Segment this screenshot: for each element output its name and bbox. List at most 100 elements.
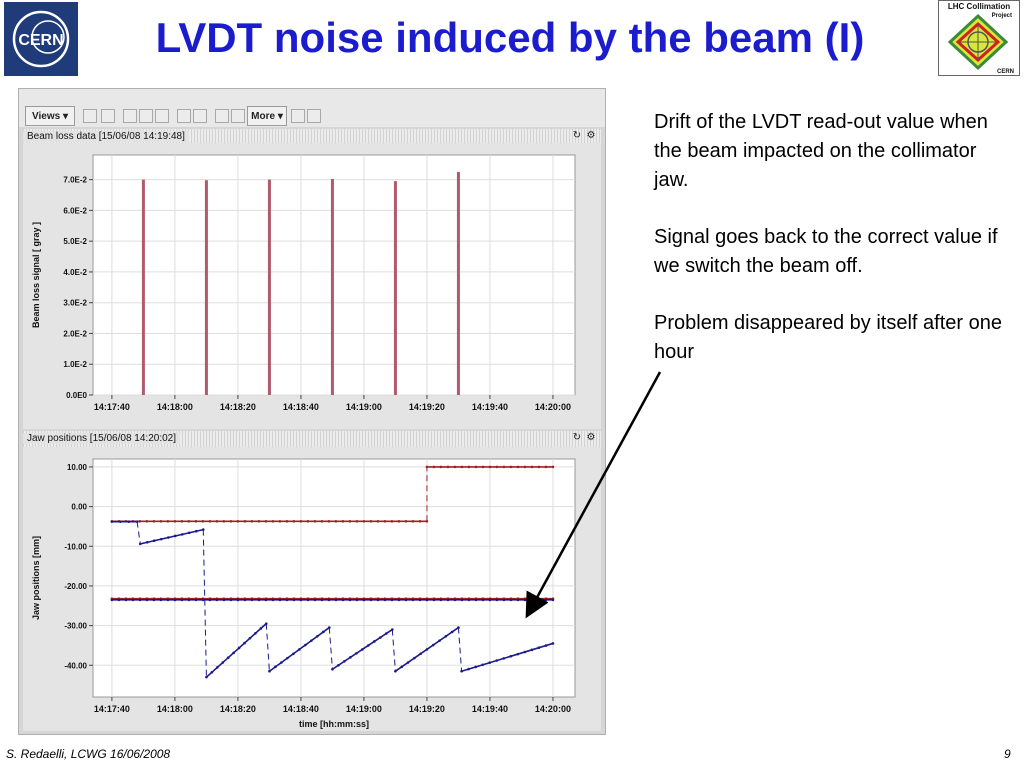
data-point (243, 598, 247, 602)
data-point (180, 533, 184, 536)
data-point (215, 598, 219, 602)
data-point (509, 465, 513, 469)
y-tick-label: 10.00 (67, 463, 88, 472)
data-point (194, 529, 198, 533)
data-point (551, 598, 555, 602)
data-point (530, 648, 534, 652)
data-point (334, 598, 338, 602)
data-point (425, 465, 429, 469)
data-point (419, 652, 422, 656)
data-point (180, 519, 184, 523)
x-tick-label: 14:19:40 (472, 704, 508, 714)
data-point (237, 646, 241, 650)
data-point (373, 640, 376, 643)
data-point (467, 667, 470, 671)
x-tick-label: 14:17:40 (94, 704, 130, 714)
refresh-icon[interactable]: ↻ (572, 130, 582, 141)
data-point (236, 519, 240, 523)
more-button[interactable]: More ▾ (247, 106, 287, 126)
data-point (337, 663, 340, 667)
data-point (460, 669, 463, 673)
data-point (460, 465, 464, 469)
cern-logo: CERN (4, 2, 78, 76)
data-point (127, 520, 131, 523)
data-point (446, 598, 450, 602)
beam-loss-chart: 0.0E0 1.0E-2 2.0E-2 3.0E-2 4.0E-2 5.0E-2 6.0E-… (23, 143, 601, 429)
copy-icon[interactable] (177, 109, 191, 123)
data-point (523, 465, 527, 469)
data-point (404, 598, 408, 602)
table-icon[interactable] (193, 109, 207, 123)
layout-split-icon[interactable] (101, 109, 115, 123)
data-point (376, 519, 380, 523)
loss-bar (393, 181, 397, 395)
data-point (138, 542, 142, 546)
cern-logo-text: CERN (18, 32, 63, 49)
data-point (544, 598, 548, 602)
data-point (481, 465, 485, 469)
data-point (467, 465, 471, 469)
data-point (229, 519, 233, 523)
settings-icon[interactable]: ⚙ (586, 130, 596, 141)
data-point (278, 598, 282, 602)
data-point (467, 598, 471, 602)
data-point (145, 541, 149, 544)
layout-icon[interactable] (83, 109, 97, 123)
settings-icon[interactable]: ⚙ (586, 432, 596, 443)
columns-icon[interactable] (123, 109, 137, 123)
data-point (425, 519, 429, 523)
views-button[interactable]: Views ▾ (25, 106, 75, 126)
data-point (250, 519, 254, 523)
data-point (310, 639, 313, 642)
data-point (131, 598, 135, 602)
x-tick-label: 14:19:00 (346, 704, 382, 714)
data-point (367, 644, 370, 647)
data-point (439, 465, 443, 469)
grid-icon[interactable] (155, 109, 169, 123)
data-point (205, 675, 208, 679)
data-point (117, 598, 121, 602)
data-point (138, 519, 142, 523)
data-point (299, 519, 303, 523)
print-icon[interactable] (307, 109, 321, 123)
data-point (201, 598, 205, 602)
series-line (265, 623, 270, 672)
page-number: 9 (1004, 747, 1011, 761)
data-point (509, 654, 513, 658)
data-point (457, 626, 460, 629)
data-point (537, 465, 541, 469)
x-tick-label: 14:19:40 (472, 402, 508, 412)
data-point (221, 661, 225, 664)
data-point (229, 598, 233, 602)
data-point (331, 667, 334, 671)
lhc-collimation-logo: LHC Collimation Project CERN (938, 0, 1020, 76)
export-icon[interactable] (215, 109, 229, 123)
data-point (348, 519, 352, 523)
data-point (495, 465, 499, 469)
y-tick-label: 4.0E-2 (63, 268, 87, 277)
jaw-positions-panel-title: Jaw positions [15/06/08 14:20:02] (23, 433, 180, 444)
data-point (173, 534, 177, 538)
data-point (413, 656, 416, 660)
data-point (384, 632, 388, 635)
data-point (446, 465, 450, 469)
plot-area (92, 458, 576, 698)
x-tick-label: 14:18:20 (220, 704, 256, 714)
data-point (537, 646, 541, 650)
data-point (259, 627, 263, 630)
y-tick-label: 6.0E-2 (63, 206, 87, 215)
rows-icon[interactable] (139, 109, 153, 123)
series-line (140, 528, 204, 545)
data-point (236, 598, 240, 602)
refresh-icon[interactable]: ↻ (572, 432, 582, 443)
data-point (320, 519, 324, 523)
data-point (404, 519, 408, 523)
slide-title: LVDT noise induced by the beam (I) (155, 14, 865, 61)
data-point (516, 598, 520, 602)
copy-small-icon[interactable] (291, 109, 305, 123)
data-point (292, 519, 296, 523)
data-point (474, 598, 478, 602)
data-point (145, 598, 149, 602)
sheet-icon[interactable] (231, 109, 245, 123)
data-point (362, 519, 366, 523)
